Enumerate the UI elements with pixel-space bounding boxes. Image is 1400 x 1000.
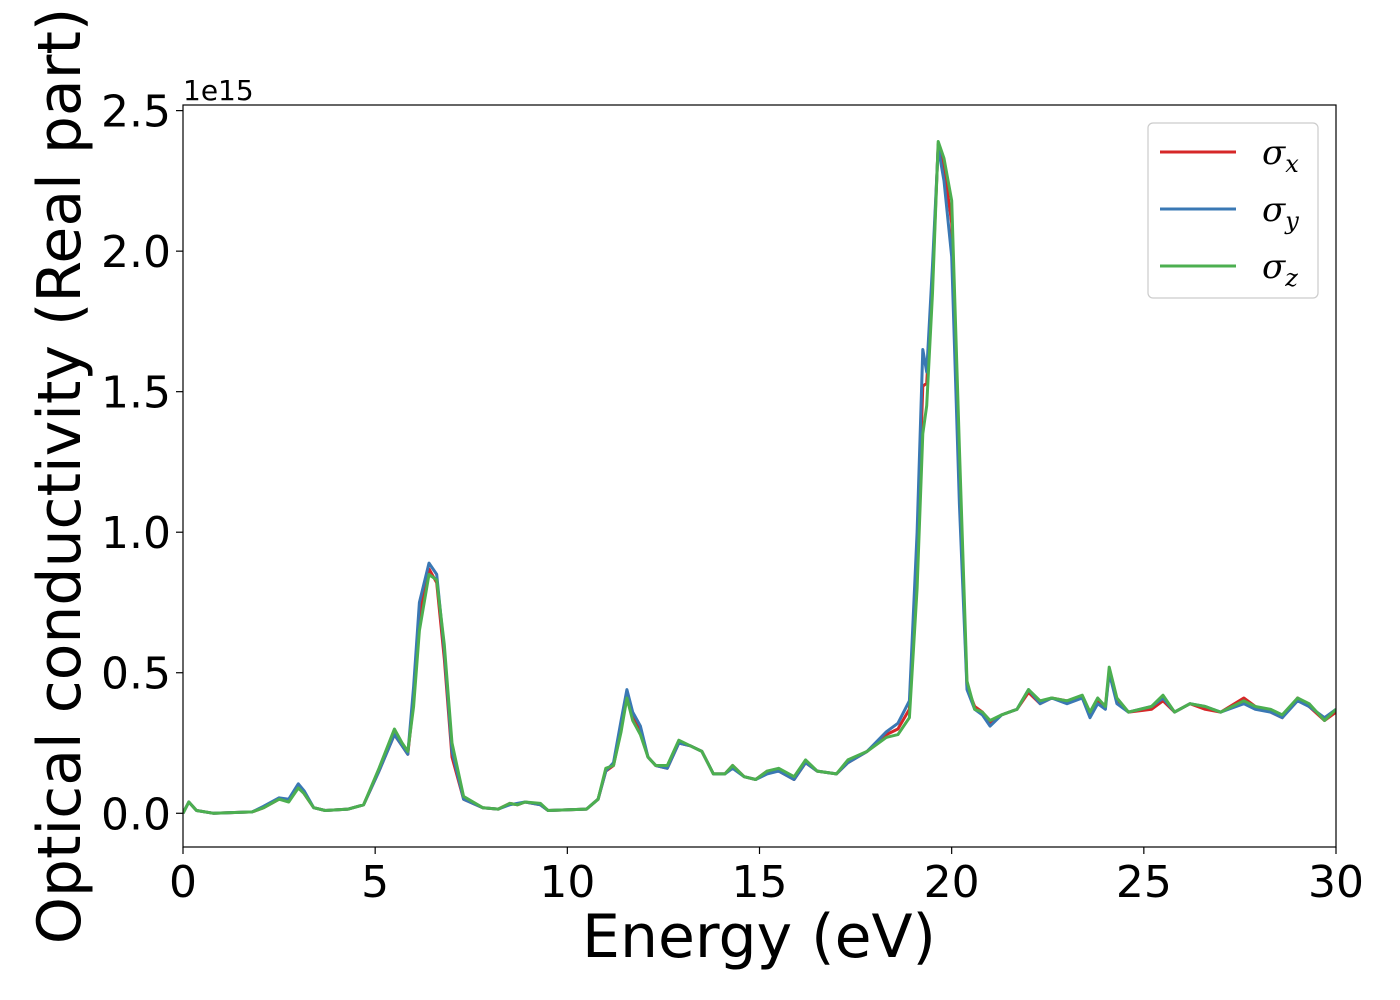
y-tick-label: 2.0	[101, 227, 171, 278]
x-tick-label: 5	[361, 857, 389, 908]
x-tick-label: 25	[1116, 857, 1172, 908]
x-tick-label: 0	[169, 857, 197, 908]
y-tick-label: 2.5	[101, 87, 171, 138]
y-axis: 0.0 0.5 1.0 1.5 2.0 2.5	[101, 87, 183, 840]
x-tick-label: 10	[539, 857, 595, 908]
x-axis-label: Energy (eV)	[582, 902, 936, 972]
y-offset-label: 1e15	[183, 74, 254, 107]
x-tick-label: 15	[732, 857, 788, 908]
y-axis-label: Optical conductivity (Real part)	[25, 8, 95, 945]
y-tick-label: 0.0	[101, 789, 171, 840]
x-tick-label: 30	[1308, 857, 1364, 908]
x-tick-label: 20	[924, 857, 980, 908]
series-line-z	[183, 140, 1336, 815]
y-tick-label: 1.0	[101, 508, 171, 559]
y-tick-label: 0.5	[101, 649, 171, 700]
y-tick-label: 1.5	[101, 368, 171, 419]
x-axis: 0 5 10 15 20 25 30	[169, 847, 1364, 908]
series-layer	[183, 140, 1336, 815]
